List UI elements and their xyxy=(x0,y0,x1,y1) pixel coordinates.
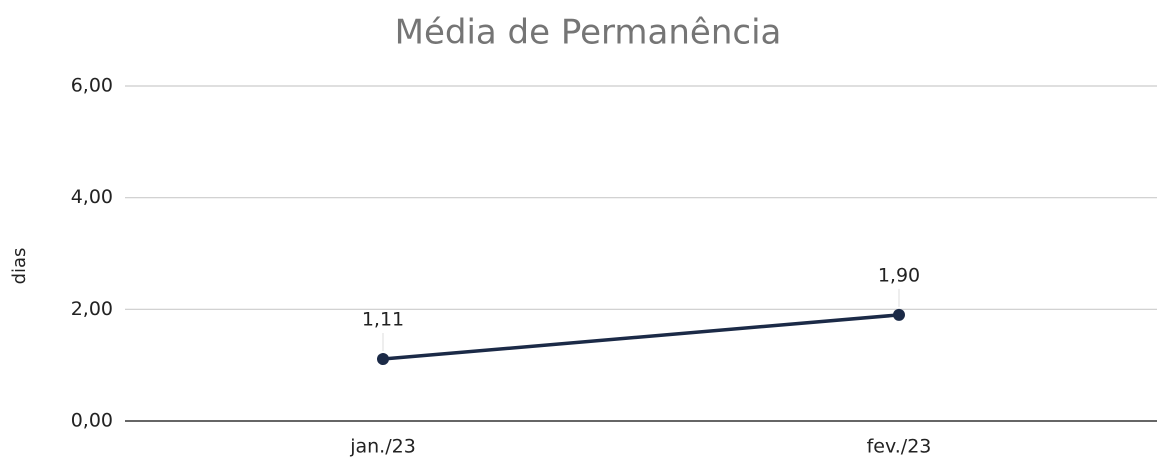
point xyxy=(377,353,389,366)
data-label: 1,11 xyxy=(362,309,404,331)
y-axis-label: dias xyxy=(9,248,30,285)
y-tick-label: 2,00 xyxy=(71,298,113,320)
line xyxy=(382,313,900,361)
chart-title: Média de Permanência xyxy=(395,13,782,53)
y-tick-label: 0,00 xyxy=(71,410,113,432)
data-label: 1,90 xyxy=(878,264,920,286)
y-tick-label: 6,00 xyxy=(71,75,113,97)
x-tick-label: jan./23 xyxy=(349,436,416,458)
x-tick-label: fev./23 xyxy=(867,436,932,458)
y-tick-label: 4,00 xyxy=(71,186,113,208)
point xyxy=(893,308,905,321)
